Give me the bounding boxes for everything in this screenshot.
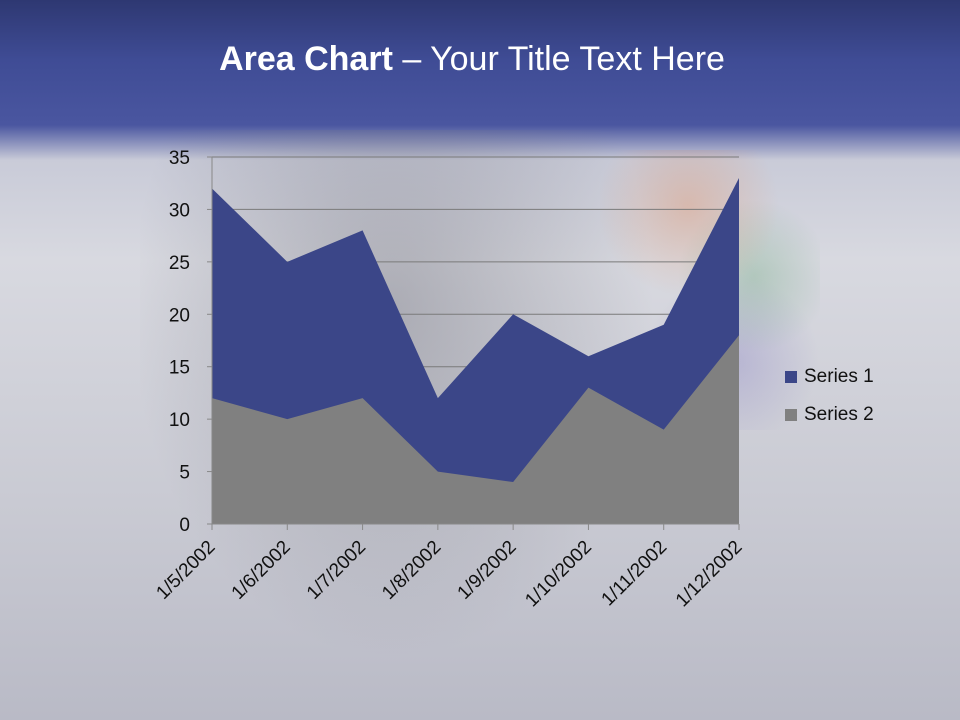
y-tick-label: 25 — [169, 253, 190, 274]
y-tick-label: 10 — [169, 410, 190, 431]
legend-swatch — [785, 371, 797, 383]
title-bold: Area Chart — [219, 40, 393, 78]
legend-item-series-1: Series 1 — [785, 358, 874, 396]
y-tick-label: 0 — [179, 515, 190, 536]
slide-title: Area Chart – Your Title Text Here — [0, 40, 944, 79]
x-tick-label: 1/7/2002 — [303, 537, 370, 604]
y-tick-label: 20 — [169, 305, 190, 326]
legend-label: Series 1 — [804, 366, 874, 387]
x-tick-label: 1/8/2002 — [378, 537, 445, 604]
y-tick-label: 15 — [169, 358, 190, 379]
x-tick-label: 1/10/2002 — [521, 537, 596, 612]
x-tick-label: 1/9/2002 — [454, 537, 521, 604]
x-tick-label: 1/11/2002 — [598, 537, 672, 611]
y-tick-label: 5 — [179, 463, 190, 484]
x-tick-label: 1/6/2002 — [228, 537, 295, 604]
legend-label: Series 2 — [804, 404, 874, 425]
x-tick-label: 1/5/2002 — [152, 537, 219, 604]
title-rest: – Your Title Text Here — [392, 40, 725, 78]
y-tick-label: 35 — [169, 148, 190, 169]
area-series-2 — [212, 335, 739, 524]
legend-swatch — [785, 409, 797, 421]
legend-item-series-2: Series 2 — [785, 396, 874, 434]
y-tick-label: 30 — [169, 200, 190, 221]
x-tick-label: 1/12/2002 — [672, 537, 747, 612]
legend: Series 1 Series 2 — [785, 358, 874, 434]
